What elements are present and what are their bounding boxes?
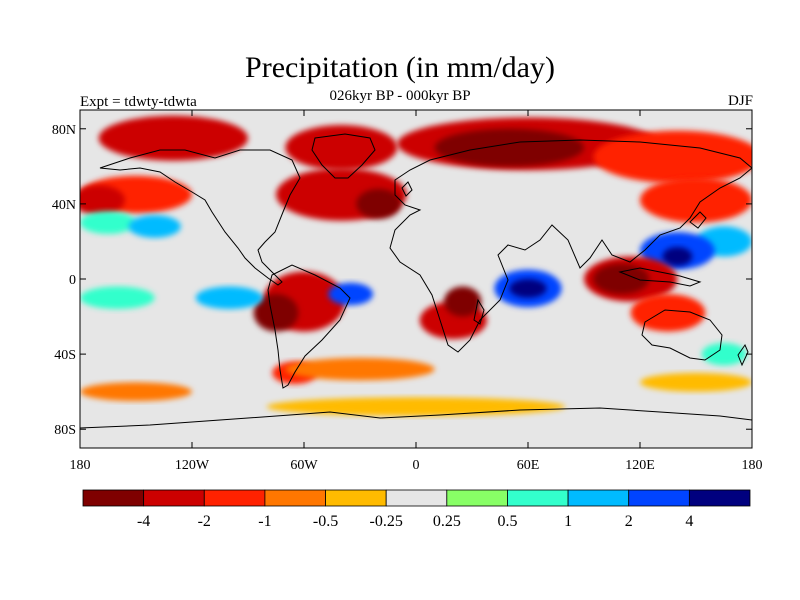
colorbar-label: -1 xyxy=(258,513,271,530)
anomaly-patch xyxy=(640,177,752,223)
colorbar-label: -0.5 xyxy=(313,513,338,530)
lat-tick-label: 80N xyxy=(52,123,76,138)
anomaly-patch xyxy=(128,215,181,238)
lat-tick-label: 40S xyxy=(54,348,76,363)
anomaly-patch xyxy=(285,125,398,171)
anomaly-patch xyxy=(285,357,435,381)
anomaly-patch xyxy=(80,211,136,234)
anomaly-patch xyxy=(328,282,374,306)
coastlines xyxy=(80,133,752,429)
anomaly-patch xyxy=(444,286,482,317)
colorbar-swatch xyxy=(82,489,145,507)
colorbar-label: 0.5 xyxy=(497,513,517,530)
lon-tick-label: 120E xyxy=(625,458,655,473)
anomaly-patch xyxy=(80,286,155,310)
anomaly-patch xyxy=(80,382,192,402)
lon-tick-label: 0 xyxy=(413,458,420,473)
chart-subtitle: 026kyr BP - 000kyr BP xyxy=(329,88,471,104)
colorbar-label: -0.25 xyxy=(370,513,403,530)
anomaly-field xyxy=(80,115,752,417)
season-label: DJF xyxy=(727,93,753,109)
colorbar: -4 -2 -1 -0.5 -0.25 0.25 0.5 1 2 4 xyxy=(82,489,751,530)
colorbar-label: 4 xyxy=(685,513,693,530)
anomaly-patch xyxy=(593,263,650,295)
lat-tick-label: 0 xyxy=(69,273,76,288)
anomaly-patch xyxy=(701,342,747,366)
colorbar-swatch xyxy=(688,489,751,507)
lon-tick-label: 60W xyxy=(290,458,318,473)
lon-tick-label: 180 xyxy=(742,458,763,473)
longitude-axis: 180 120W 60W 0 60E 120E 180 xyxy=(70,110,763,473)
experiment-label: Expt = tdwty-tdwta xyxy=(80,94,197,110)
colorbar-swatch xyxy=(628,489,690,507)
lon-tick-label: 180 xyxy=(70,458,91,473)
colorbar-label: 1 xyxy=(564,513,572,530)
anomaly-patch xyxy=(640,372,752,392)
lon-tick-label: 120W xyxy=(175,458,210,473)
colorbar-label: 0.25 xyxy=(433,513,461,530)
anomaly-patch xyxy=(630,294,706,332)
lat-tick-label: 80S xyxy=(54,423,76,438)
colorbar-swatch xyxy=(325,489,387,507)
anomaly-patch xyxy=(195,286,263,310)
anomaly-patch xyxy=(356,188,402,219)
latitude-axis: 80N 40N 0 40S 80S xyxy=(52,123,752,438)
colorbar-swatch xyxy=(264,489,326,507)
anomaly-patch xyxy=(80,185,125,216)
anomaly-patch xyxy=(662,247,693,266)
anomaly-patch xyxy=(593,130,752,184)
colorbar-swatch xyxy=(567,489,630,507)
colorbar-swatch xyxy=(385,489,448,507)
colorbar-label: -2 xyxy=(198,513,211,530)
colorbar-label: -4 xyxy=(137,513,150,530)
colorbar-swatch xyxy=(446,489,508,507)
lat-tick-label: 40N xyxy=(52,198,76,213)
colorbar-swatch xyxy=(143,489,205,507)
anomaly-patch xyxy=(98,115,249,161)
anomaly-patch xyxy=(434,128,584,167)
lon-tick-label: 60E xyxy=(517,458,540,473)
colorbar-swatch xyxy=(203,489,266,507)
colorbar-swatch xyxy=(507,489,569,507)
anomaly-patch xyxy=(253,294,299,332)
colorbar-label: 2 xyxy=(625,513,633,530)
chart-title: Precipitation (in mm/day) xyxy=(245,51,555,84)
anomaly-patch xyxy=(509,279,547,298)
